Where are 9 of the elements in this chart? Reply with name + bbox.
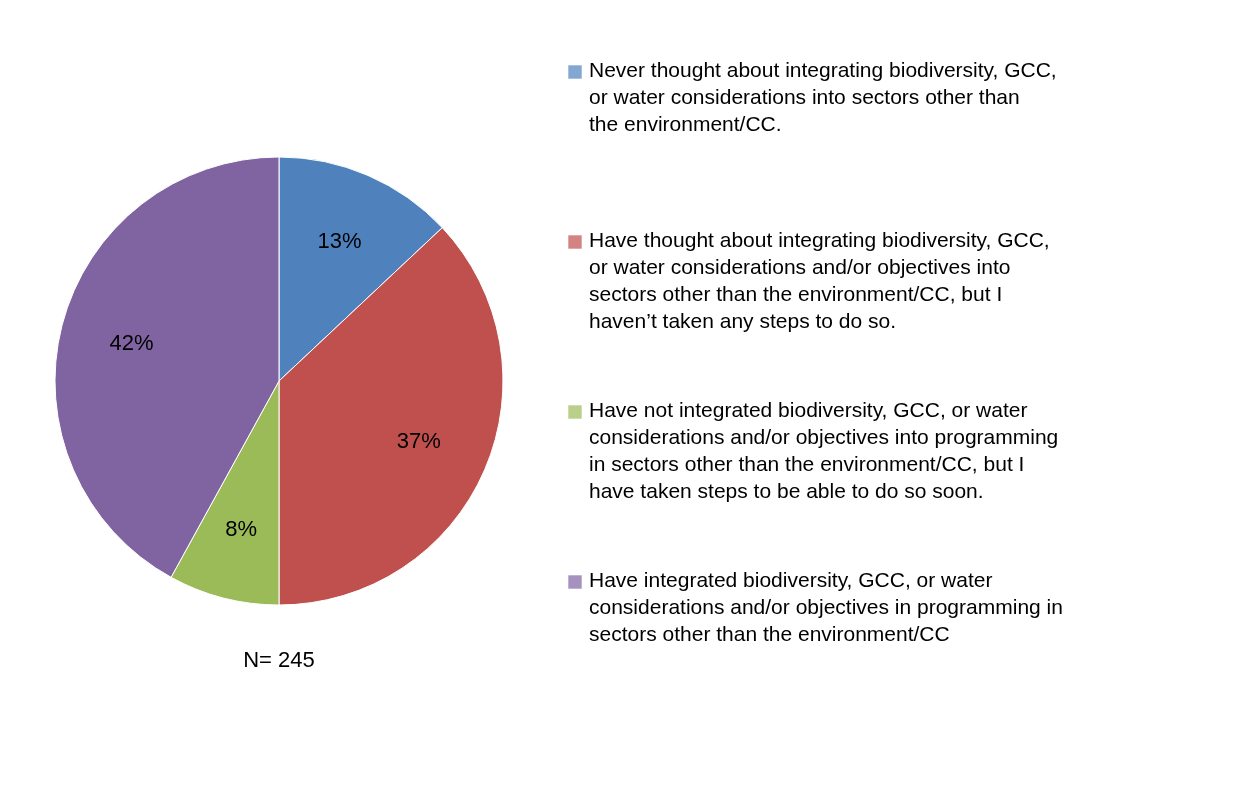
legend-label: Have thought about integrating biodiversity, GCC, or water considerations and/or objectives into sectors other than the environment/CC, but I haven’t taken any steps to do so. bbox=[589, 228, 1050, 332]
data-label: 13% bbox=[317, 228, 362, 254]
data-label: 42% bbox=[109, 330, 154, 356]
data-label: 37% bbox=[396, 428, 441, 454]
legend-label: Have not integrated biodiversity, GCC, or water considerations and/or objectives into programming in sectors other than the environment/CC, but I have taken steps to be able to do so soon. bbox=[589, 398, 1059, 502]
legend-label: Have integrated biodiversity, GCC, or water considerations and/or objectives in programming in sectors other than the environment/CC bbox=[589, 568, 1063, 645]
legend-label: Never thought about integrating biodiversity, GCC, or water considerations into sectors other than the environment/CC. bbox=[589, 58, 1057, 135]
text: N= 245 bbox=[243, 647, 315, 672]
data-label: 8% bbox=[225, 515, 258, 541]
